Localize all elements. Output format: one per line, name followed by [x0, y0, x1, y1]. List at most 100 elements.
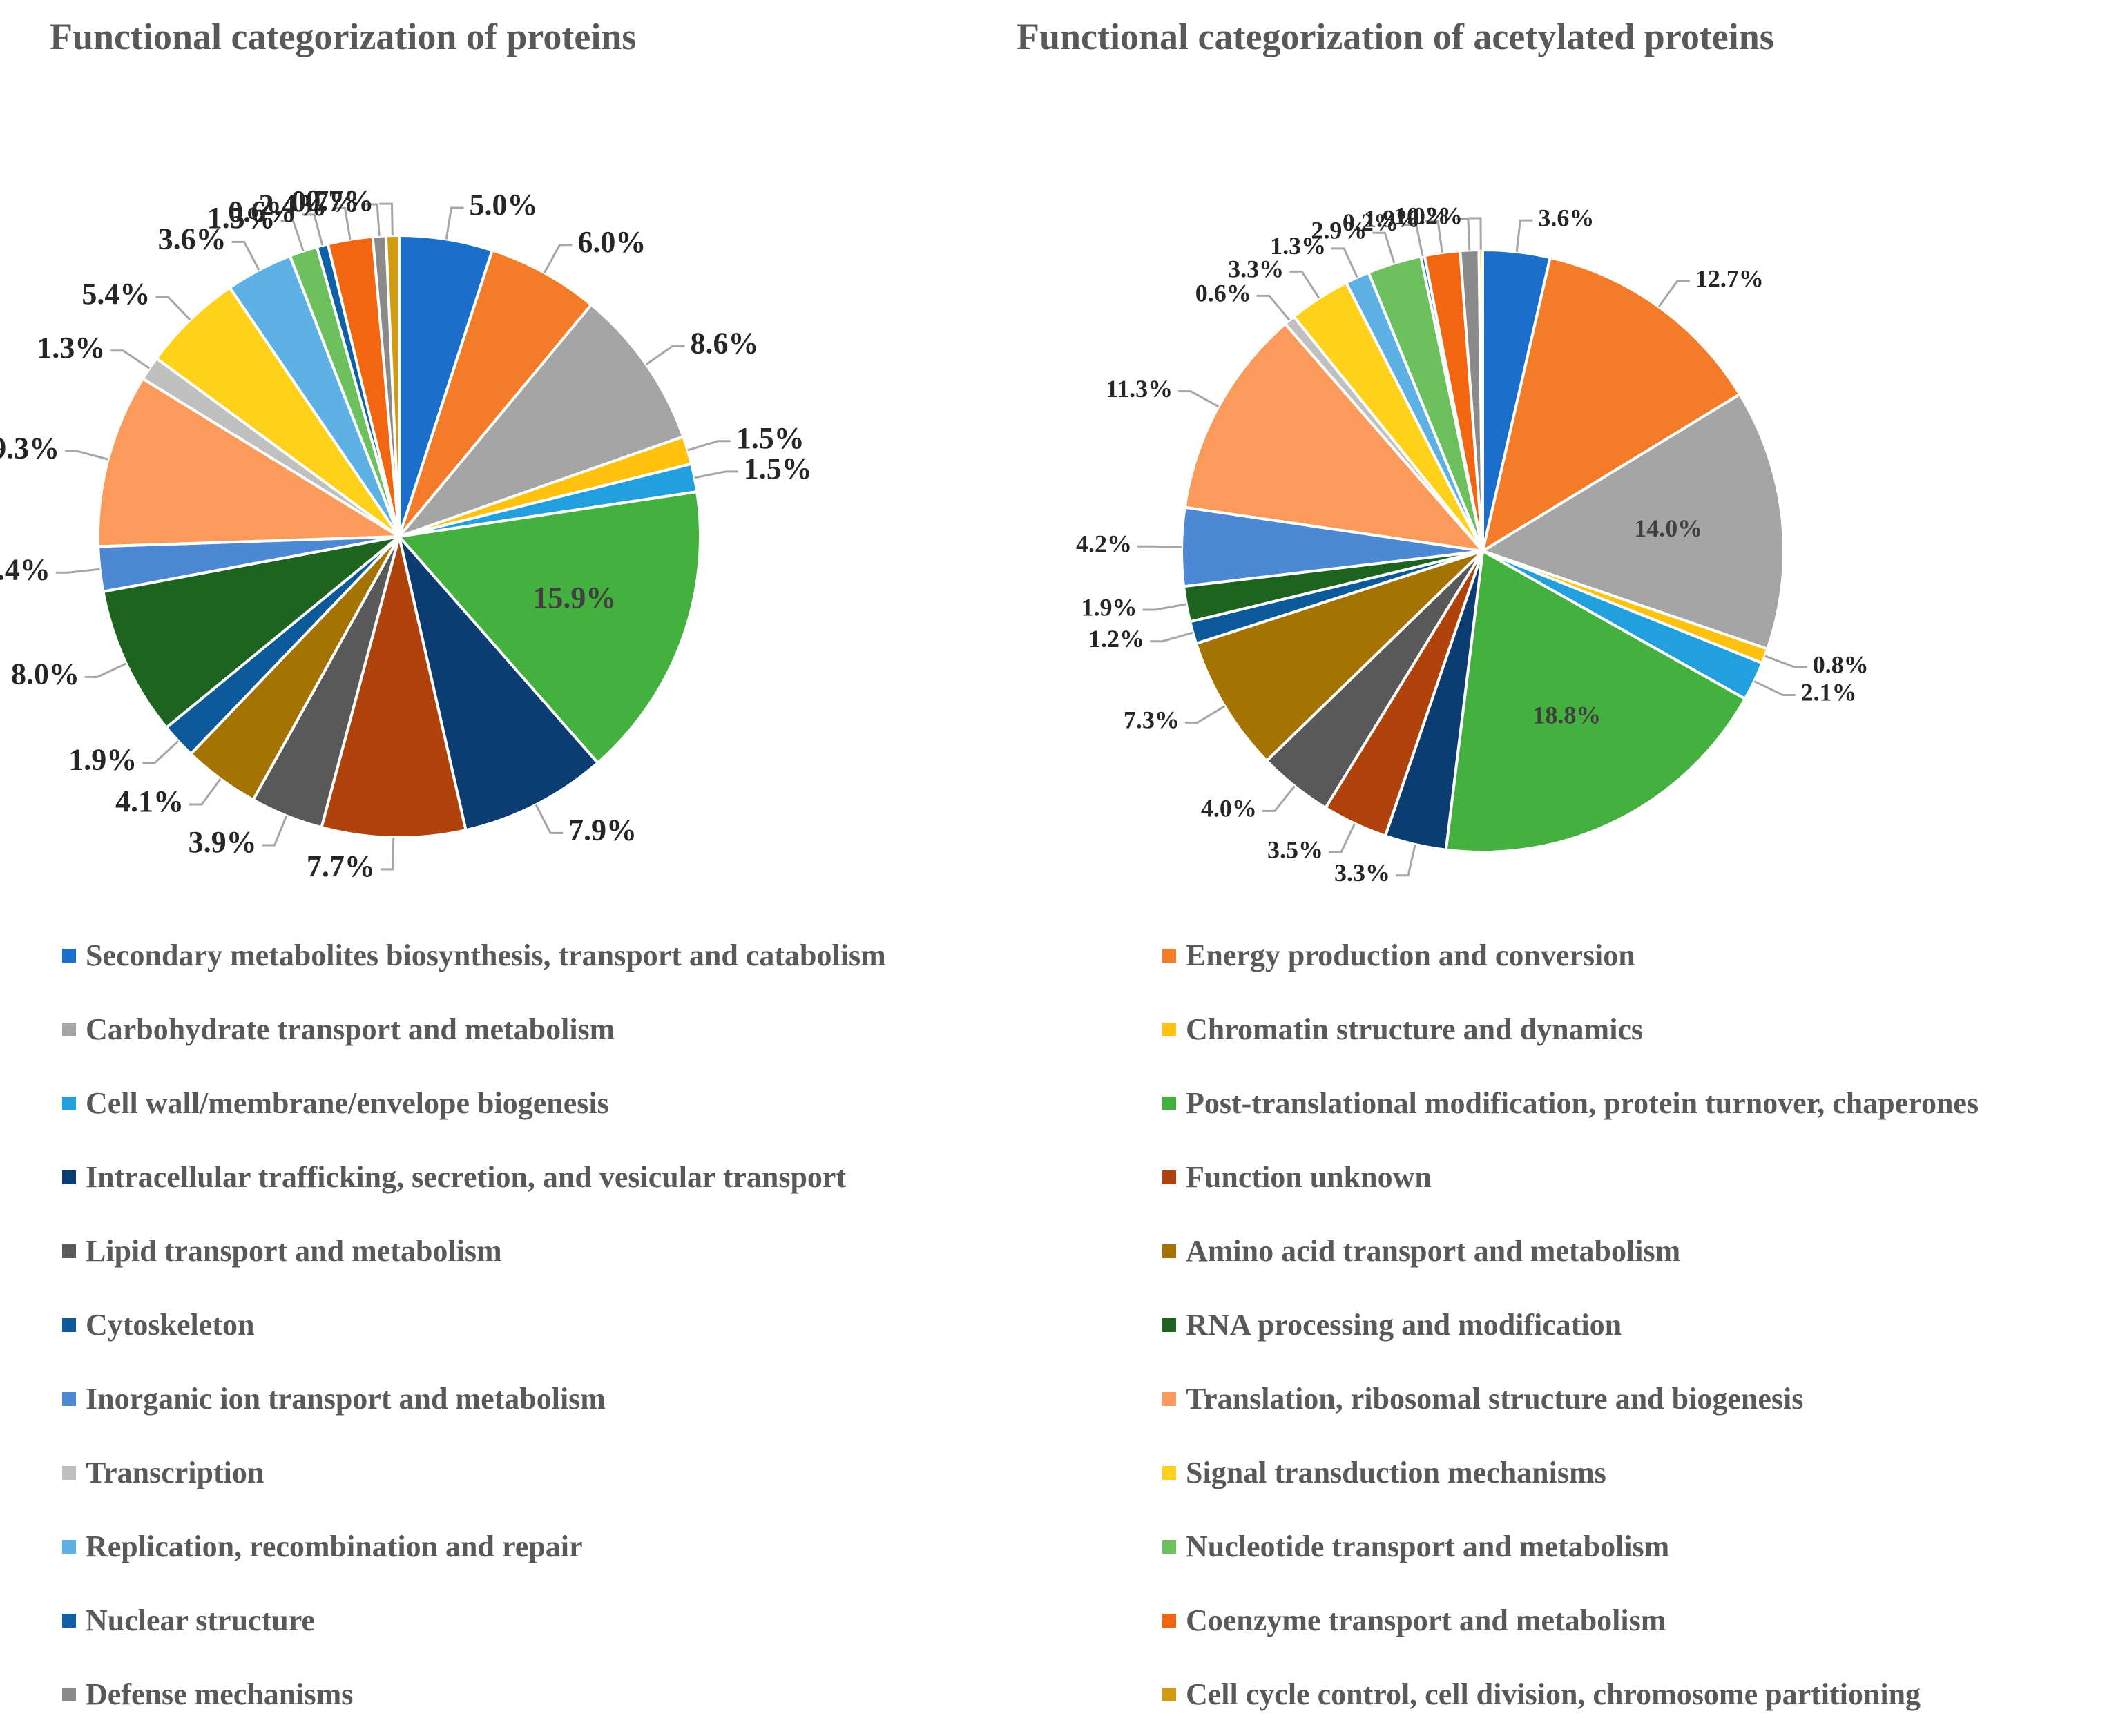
- legend-label: Carbohydrate transport and metabolism: [86, 1012, 615, 1047]
- legend-swatch: [1162, 1392, 1176, 1406]
- legend-label: Transcription: [86, 1455, 264, 1490]
- pie-data-label: 12.7%: [1695, 264, 1764, 292]
- legend-item: Nucleotide transport and metabolism: [1162, 1529, 1669, 1564]
- leader-line: [1659, 281, 1690, 307]
- leader-line: [1329, 824, 1355, 853]
- legend-item: Transcription: [62, 1455, 264, 1490]
- legend-item: Nuclear structure: [62, 1603, 315, 1638]
- pie-data-label: 4.2%: [1076, 530, 1132, 557]
- pie-chart-acetylated-proteins: 3.6% 12.7% 14.0% 0.8%2.1% 18.8% 3.3% 3.5% 4.0% 7…: [0, 0, 2116, 939]
- pie-data-label: 3.5%: [1267, 836, 1323, 863]
- legend-label: Energy production and conversion: [1186, 938, 1635, 973]
- pie-data-label: 0.2%: [1407, 202, 1463, 229]
- legend-item: Chromatin structure and dynamics: [1162, 1012, 1643, 1047]
- legend-item: Energy production and conversion: [1162, 938, 1635, 973]
- leader-line: [1331, 249, 1357, 278]
- legend-item: Signal transduction mechanisms: [1162, 1455, 1606, 1490]
- legend-item: Carbohydrate transport and metabolism: [62, 1012, 615, 1047]
- chart-legend: Secondary metabolites biosynthesis, tran…: [0, 938, 2116, 1732]
- legend-swatch: [1162, 1097, 1176, 1110]
- legend-item: Cell wall/membrane/envelope biogenesis: [62, 1086, 609, 1121]
- legend-swatch: [1162, 1244, 1176, 1258]
- legend-swatch: [1162, 1318, 1176, 1332]
- legend-label: Cell cycle control, cell division, chrom…: [1186, 1677, 1921, 1712]
- legend-swatch: [62, 1244, 76, 1258]
- legend-swatch: [62, 1170, 76, 1184]
- pie-data-label: 11.3%: [1106, 375, 1173, 403]
- legend-label: Amino acid transport and metabolism: [1186, 1233, 1680, 1269]
- legend-item: Lipid transport and metabolism: [62, 1233, 502, 1269]
- legend-item: Post-translational modification, protein…: [1162, 1086, 1979, 1121]
- legend-item: Secondary metabolites biosynthesis, tran…: [62, 938, 886, 973]
- legend-label: Coenzyme transport and metabolism: [1186, 1603, 1666, 1638]
- legend-label: Signal transduction mechanisms: [1186, 1455, 1606, 1490]
- legend-label: Nucleotide transport and metabolism: [1186, 1529, 1669, 1564]
- legend-item: Translation, ribosomal structure and bio…: [1162, 1381, 1803, 1416]
- legend-label: Translation, ribosomal structure and bio…: [1186, 1381, 1803, 1416]
- legend-item: Amino acid transport and metabolism: [1162, 1233, 1680, 1269]
- legend-swatch: [62, 1392, 76, 1406]
- leader-line: [1185, 706, 1224, 723]
- legend-swatch: [62, 1688, 76, 1701]
- legend-label: Cell wall/membrane/envelope biogenesis: [86, 1086, 609, 1121]
- pie-data-label: 1.9%: [1081, 593, 1137, 621]
- legend-swatch: [1162, 949, 1176, 963]
- leader-line: [1754, 682, 1795, 695]
- leader-line: [1257, 296, 1290, 320]
- leader-line: [1150, 633, 1193, 641]
- pie-data-label: 7.3%: [1124, 706, 1180, 734]
- legend-label: Function unknown: [1186, 1159, 1432, 1195]
- legend-item: RNA processing and modification: [1162, 1307, 1622, 1342]
- leader-line: [1517, 220, 1532, 252]
- legend-item: Cytoskeleton: [62, 1307, 254, 1342]
- legend-swatch: [1162, 1170, 1176, 1184]
- pie-data-label: 2.1%: [1801, 679, 1857, 706]
- legend-swatch: [1162, 1466, 1176, 1480]
- leader-line: [1143, 604, 1186, 610]
- legend-label: Post-translational modification, protein…: [1186, 1086, 1979, 1121]
- pie-data-label: 3.6%: [1538, 204, 1594, 231]
- legend-swatch: [62, 1466, 76, 1480]
- legend-swatch: [62, 1614, 76, 1628]
- leader-line: [1396, 845, 1415, 876]
- legend-item: Inorganic ion transport and metabolism: [62, 1381, 606, 1416]
- legend-swatch: [62, 1540, 76, 1554]
- legend-swatch: [62, 949, 76, 963]
- legend-item: Coenzyme transport and metabolism: [1162, 1603, 1666, 1638]
- pie-data-label: 0.8%: [1813, 650, 1869, 678]
- leader-line: [1178, 392, 1218, 407]
- legend-label: Nuclear structure: [86, 1603, 315, 1638]
- legend-label: Intracellular trafficking, secretion, an…: [86, 1159, 846, 1195]
- pie-data-label: 3.3%: [1334, 859, 1390, 887]
- legend-item: Cell cycle control, cell division, chrom…: [1162, 1677, 1921, 1712]
- pie-data-label: 0.6%: [1195, 280, 1251, 307]
- legend-item: Defense mechanisms: [62, 1677, 353, 1712]
- legend-swatch: [62, 1023, 76, 1036]
- legend-swatch: [62, 1318, 76, 1332]
- legend-label: Secondary metabolites biosynthesis, tran…: [86, 938, 886, 973]
- legend-item: Function unknown: [1162, 1159, 1432, 1195]
- legend-swatch: [1162, 1688, 1176, 1701]
- leader-line: [1289, 271, 1319, 298]
- legend-label: Inorganic ion transport and metabolism: [86, 1381, 606, 1416]
- legend-swatch: [1162, 1614, 1176, 1628]
- legend-label: Replication, recombination and repair: [86, 1529, 583, 1564]
- legend-item: Intracellular trafficking, secretion, an…: [62, 1159, 846, 1195]
- legend-swatch: [62, 1097, 76, 1110]
- leader-line: [1765, 656, 1807, 667]
- pie-data-label: 14.0%: [1634, 514, 1702, 542]
- legend-label: Defense mechanisms: [86, 1677, 353, 1712]
- pie-data-label: 1.2%: [1088, 625, 1144, 653]
- legend-label: Cytoskeleton: [86, 1307, 254, 1342]
- legend-swatch: [1162, 1023, 1176, 1036]
- leader-line: [1262, 786, 1295, 811]
- legend-label: RNA processing and modification: [1186, 1307, 1622, 1342]
- legend-label: Lipid transport and metabolism: [86, 1233, 502, 1269]
- pie-data-label: 18.8%: [1532, 702, 1601, 729]
- leader-line: [1137, 546, 1182, 547]
- leader-line: [1372, 233, 1394, 263]
- legend-label: Chromatin structure and dynamics: [1186, 1012, 1643, 1047]
- legend-item: Replication, recombination and repair: [62, 1529, 583, 1564]
- pie-data-label: 4.0%: [1201, 795, 1257, 822]
- legend-swatch: [1162, 1540, 1176, 1554]
